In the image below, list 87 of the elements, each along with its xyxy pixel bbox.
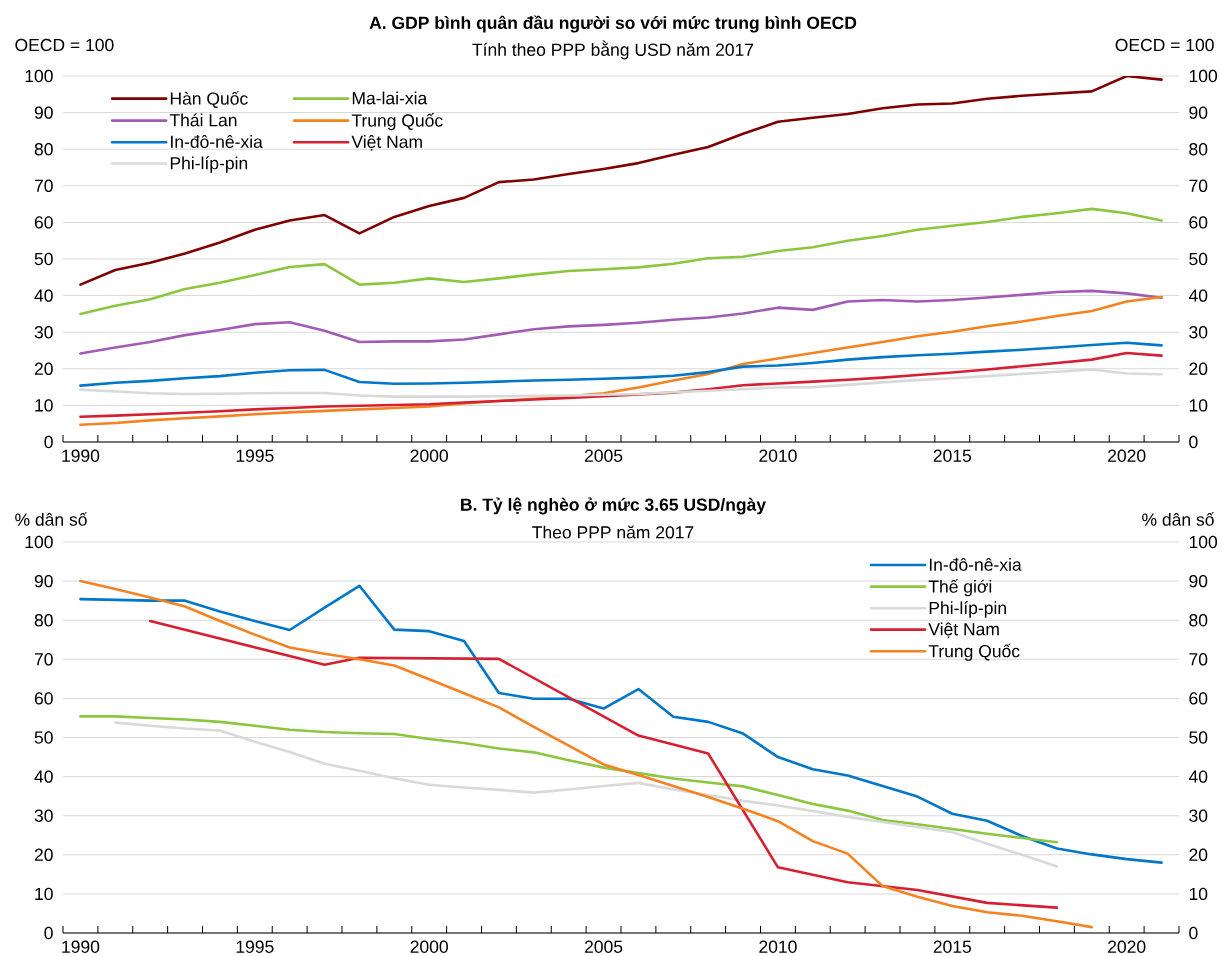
- x-tick-label: 2015: [933, 449, 972, 462]
- y-tick-label: 100: [25, 535, 53, 549]
- legend-label: Trung Quốc: [928, 643, 1020, 661]
- y-tick-label: 20: [34, 362, 53, 375]
- y-tick-label: 50: [34, 252, 53, 266]
- y-tick-label: 0: [44, 435, 53, 449]
- line-series: [79, 341, 1163, 387]
- chart-subtitle: Tính theo PPP bằng USD năm 2017: [472, 40, 754, 60]
- line-series: [79, 579, 1094, 929]
- legend-label: In-đô-nê-xia: [171, 135, 263, 148]
- legend-label: Thế giới: [928, 579, 992, 597]
- x-tick-label: 2010: [759, 940, 797, 953]
- line-series: [79, 351, 1163, 419]
- y-tick-label: 30: [34, 809, 53, 822]
- y-tick-label: 90: [34, 574, 53, 588]
- x-tick-label: 2015: [933, 940, 972, 953]
- y-tick-label: 10: [35, 399, 53, 412]
- y2-tick-label: 10: [1189, 399, 1208, 412]
- x-tick-label: 2020: [1108, 940, 1146, 953]
- y-tick-label: 70: [34, 653, 53, 666]
- legend-label: Việt Nam: [928, 622, 999, 638]
- y-tick-label: 30: [34, 326, 53, 339]
- y2-tick-label: 0: [1189, 435, 1198, 449]
- y2-tick-label: 50: [1189, 252, 1208, 266]
- y-tick-label: 80: [34, 143, 53, 156]
- y2-tick-label: 80: [1189, 143, 1208, 156]
- x-tick-label: 1990: [62, 940, 100, 953]
- y2-tick-label: 100: [1189, 535, 1218, 549]
- y2-tick-label: 30: [1189, 809, 1208, 822]
- y-tick-label: 20: [34, 848, 53, 861]
- chart-title: A. GDP bình quân đầu người so với mức trung bình OECD: [369, 15, 857, 33]
- legend-label: Phi-líp-pin: [170, 156, 248, 173]
- line-series: [148, 619, 1059, 909]
- legend-label: Trung Quốc: [351, 113, 443, 131]
- y2-tick-label: 50: [1189, 731, 1208, 744]
- y-tick-label: 50: [34, 731, 53, 744]
- legend-label: Thái Lan: [169, 113, 237, 127]
- y2-tick-label: 40: [1188, 289, 1208, 302]
- x-tick-label: 2010: [759, 449, 797, 462]
- y-tick-label: 0: [44, 926, 53, 940]
- y2-tick-label: 20: [1189, 362, 1208, 375]
- y2-tick-label: 60: [1189, 216, 1208, 229]
- x-tick-label: 2005: [584, 940, 623, 953]
- legend-label: Việt Nam: [351, 135, 422, 151]
- y2-tick-label: 80: [1189, 614, 1208, 627]
- y2-tick-label: 90: [1189, 106, 1208, 119]
- y-tick-label: 60: [34, 692, 53, 705]
- y2-tick-label: 70: [1189, 653, 1208, 666]
- chart-subtitle: Theo PPP năm 2017: [532, 525, 694, 539]
- y-tick-label: 70: [34, 179, 53, 192]
- y2-tick-label: 20: [1189, 848, 1208, 861]
- y2-tick-label: 10: [1189, 887, 1208, 901]
- y-tick-label: 90: [34, 106, 53, 119]
- x-tick-label: 1995: [236, 940, 274, 953]
- line-series: [79, 207, 1163, 316]
- y-axis-title: OECD = 100: [15, 38, 114, 52]
- y-tick-label: 10: [35, 887, 53, 901]
- y-axis-title: % dân số: [15, 512, 88, 526]
- legend-label: Ma-lai-xia: [352, 91, 428, 105]
- x-tick-label: 2000: [410, 449, 448, 462]
- y-tick-label: 40: [34, 770, 53, 783]
- y-tick-label: 40: [34, 289, 53, 302]
- x-tick-label: 1990: [62, 449, 100, 462]
- y2-tick-label: 90: [1189, 574, 1208, 588]
- y2-axis-title: OECD = 100: [1115, 38, 1214, 52]
- legend-label: Phi-líp-pin: [929, 601, 1006, 618]
- y2-tick-label: 0: [1189, 926, 1198, 940]
- x-tick-label: 2020: [1108, 449, 1146, 462]
- y2-tick-label: 60: [1189, 692, 1208, 705]
- y2-tick-label: 70: [1189, 179, 1208, 192]
- line-series: [114, 721, 1059, 868]
- y2-tick-label: 100: [1189, 69, 1218, 83]
- y-tick-label: 80: [34, 614, 53, 627]
- legend-label: Hàn Quốc: [170, 91, 248, 108]
- line-series: [79, 715, 1059, 844]
- y2-tick-label: 30: [1189, 326, 1208, 339]
- y2-axis-title: % dân số: [1142, 512, 1215, 526]
- y-tick-label: 100: [25, 69, 53, 83]
- line-series: [79, 75, 1163, 286]
- chart-title: B. Tỷ lệ nghèo ở mức 3.65 USD/ngày: [461, 497, 766, 515]
- x-tick-label: 2000: [410, 940, 448, 953]
- line-series: [79, 289, 1163, 355]
- y-tick-label: 60: [34, 216, 53, 229]
- x-tick-label: 2005: [584, 449, 623, 462]
- y2-tick-label: 40: [1188, 770, 1208, 783]
- x-tick-label: 1995: [236, 449, 274, 462]
- legend-label: In-đô-nê-xia: [929, 557, 1022, 571]
